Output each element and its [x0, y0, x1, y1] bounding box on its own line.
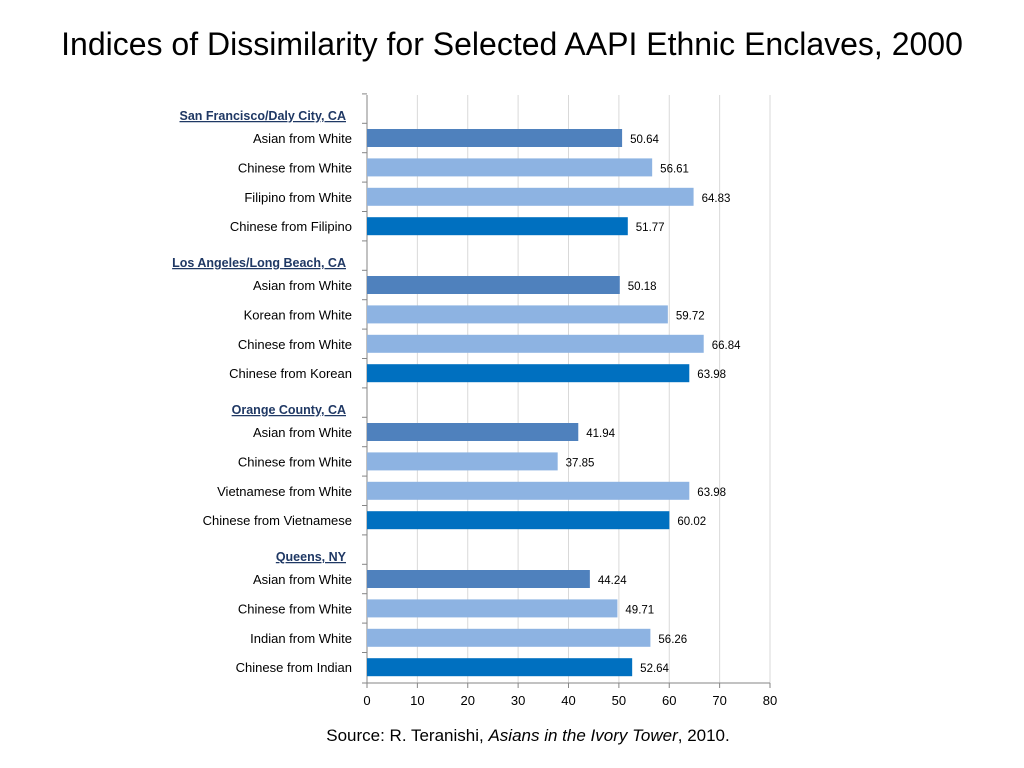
- bar: [367, 599, 618, 618]
- bar: [367, 511, 670, 530]
- bar: [367, 570, 590, 588]
- bar-category-label: Indian from White: [250, 631, 352, 646]
- bar: [367, 158, 653, 177]
- bar: [367, 187, 694, 206]
- bar-value-label: 37.85: [566, 457, 595, 469]
- bar: [367, 217, 628, 236]
- bar-value-label: 50.18: [628, 281, 657, 293]
- bar-category-label: Vietnamese from White: [217, 484, 352, 499]
- group-heading: San Francisco/Daly City, CA: [180, 109, 347, 123]
- group-heading: Los Angeles/Long Beach, CA: [172, 256, 346, 270]
- bar: [367, 452, 558, 471]
- bar-value-label: 44.24: [598, 575, 627, 587]
- x-tick-label: 20: [461, 693, 475, 708]
- x-tick-label: 80: [763, 693, 777, 708]
- bar-value-label: 60.02: [677, 516, 706, 528]
- x-tick-label: 50: [612, 693, 626, 708]
- group-heading: Queens, NY: [276, 550, 347, 564]
- x-tick-label: 0: [363, 693, 370, 708]
- chart-title: Indices of Dissimilarity for Selected AA…: [61, 26, 963, 62]
- bar-category-label: Chinese from White: [238, 337, 352, 352]
- x-tick-label: 60: [662, 693, 676, 708]
- bar-category-label: Chinese from Korean: [229, 366, 352, 381]
- bar-value-label: 56.61: [660, 163, 689, 175]
- bar-category-label: Asian from White: [253, 572, 352, 587]
- source-citation: Source: R. Teranishi, Asians in the Ivor…: [0, 726, 1024, 746]
- bar-category-label: Korean from White: [244, 307, 352, 322]
- bar: [367, 423, 579, 441]
- bar: [367, 305, 668, 324]
- bar-value-label: 56.26: [658, 634, 687, 646]
- group-heading: Orange County, CA: [232, 403, 346, 417]
- bar-category-label: Chinese from White: [238, 454, 352, 469]
- bar-category-label: Filipino from White: [244, 190, 352, 205]
- bar-category-label: Chinese from White: [238, 160, 352, 175]
- bar-value-label: 50.64: [630, 134, 659, 146]
- bar-category-label: Chinese from Vietnamese: [203, 513, 352, 528]
- bar: [367, 364, 690, 383]
- bar-value-label: 66.84: [712, 340, 741, 352]
- bar-value-label: 41.94: [586, 428, 615, 440]
- bar-category-label: Chinese from Filipino: [230, 219, 352, 234]
- x-tick-label: 70: [712, 693, 726, 708]
- source-book-title: Asians in the Ivory Tower: [488, 726, 678, 745]
- x-tick-label: 10: [410, 693, 424, 708]
- bar-category-label: Asian from White: [253, 278, 352, 293]
- bar-category-label: Asian from White: [253, 131, 352, 146]
- bar-value-label: 63.98: [697, 487, 726, 499]
- bar-value-label: 51.77: [636, 222, 665, 234]
- x-tick-label: 40: [561, 693, 575, 708]
- bar-category-label: Asian from White: [253, 425, 352, 440]
- source-prefix: Source: R. Teranishi,: [326, 726, 489, 745]
- bar: [367, 628, 651, 647]
- bar: [367, 334, 704, 353]
- bar: [367, 658, 633, 677]
- bar-value-label: 52.64: [640, 663, 669, 675]
- bar-category-label: Chinese from Indian: [236, 660, 352, 675]
- bar-value-label: 63.98: [697, 369, 726, 381]
- source-suffix: , 2010.: [677, 726, 730, 745]
- bar-value-label: 64.83: [702, 193, 731, 205]
- x-tick-label: 30: [511, 693, 525, 708]
- bar-value-label: 59.72: [676, 310, 705, 322]
- bar-category-label: Chinese from White: [238, 601, 352, 616]
- bar-value-label: 49.71: [625, 604, 654, 616]
- bar: [367, 481, 690, 500]
- bar: [367, 276, 620, 294]
- bar: [367, 129, 623, 147]
